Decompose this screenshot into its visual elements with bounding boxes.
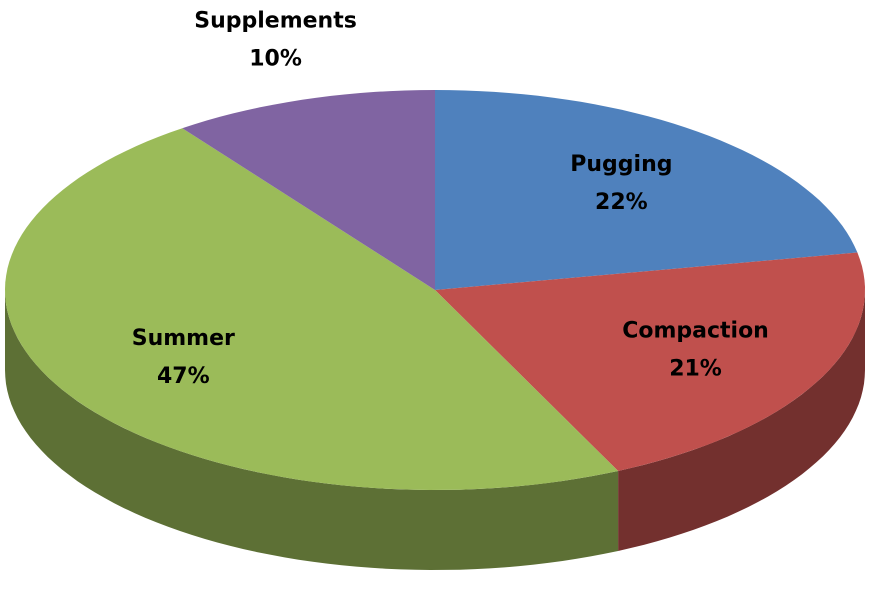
value-label: 10% — [249, 47, 302, 72]
value-label: 21% — [669, 357, 722, 382]
value-label: 47% — [157, 364, 210, 389]
slice-side — [618, 290, 865, 551]
value-label: 22% — [595, 190, 648, 215]
slice-label: Pugging — [570, 152, 672, 177]
slice-side — [5, 290, 619, 570]
slice-label: Compaction — [622, 319, 769, 344]
slice — [435, 252, 865, 471]
slice — [5, 128, 619, 490]
slice-label: Supplements — [194, 9, 357, 34]
slice-label: Summer — [132, 326, 235, 351]
slice — [435, 90, 858, 290]
slice — [182, 90, 435, 290]
